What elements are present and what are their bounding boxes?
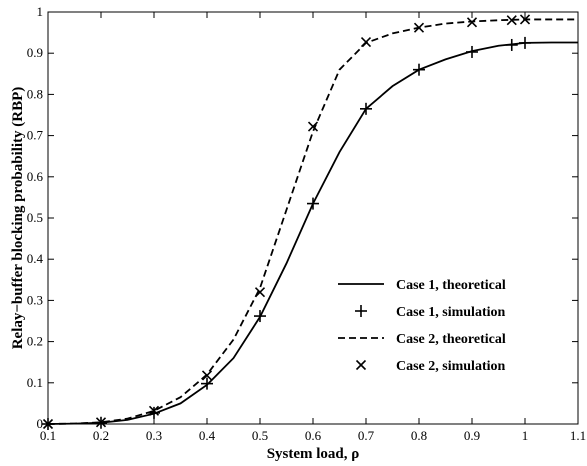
y-tick-label: 0.9: [27, 45, 43, 60]
series-4-point: [148, 405, 160, 416]
x-axis-label: System load, ρ: [267, 446, 360, 462]
series-2-point: [148, 406, 160, 419]
y-axis: 0 0.1 0.2 0.3 0.4 0.5 0.6 0.7 0.8 0.9 1: [27, 4, 578, 431]
y-tick-label: 0.3: [27, 292, 43, 307]
x-tick-label: 0.4: [199, 428, 216, 443]
series-2-point: [360, 102, 372, 115]
series-2-point: [201, 377, 213, 390]
y-tick-label: 0.5: [27, 210, 43, 225]
y-tick-label: 0.2: [27, 334, 43, 349]
x-axis: 0.1 0.2 0.3 0.4 0.5 0.6 0.7 0.8 0.9 1 1.1: [40, 12, 586, 443]
x-tick-label: 0.7: [358, 428, 375, 443]
series-4-point: [506, 15, 517, 26]
legend-entries: Case 1, theoretical Case 1, simulation Cas…: [338, 278, 506, 374]
legend-entry: Case 2, theoretical: [338, 332, 506, 347]
legend-swatch: [355, 305, 367, 317]
legend-box: [330, 268, 570, 384]
legend-label: Case 2, simulation: [396, 359, 506, 374]
series-4-point: [307, 121, 319, 132]
y-tick-label: 0.8: [27, 86, 43, 101]
series-4-point: [413, 22, 425, 33]
x-tick-label: 0.9: [464, 428, 480, 443]
legend: Case 1, theoretical Case 1, simulation Cas…: [330, 268, 570, 384]
y-tick-label: 0.4: [27, 251, 44, 266]
series-2-point: [307, 197, 319, 210]
legend-label: Case 1, theoretical: [396, 278, 506, 293]
series-2-point: [254, 310, 266, 323]
y-axis-label: Relay−buffer blocking probability (RBP): [10, 87, 26, 350]
x-tick-label: 0.1: [40, 428, 56, 443]
series-line-3: [47, 18, 578, 425]
legend-entry: Case 2, simulation: [355, 359, 506, 374]
plot-markers: [42, 14, 531, 430]
legend-entry: Case 1, simulation: [355, 305, 506, 320]
y-tick-label: 0.7: [27, 128, 44, 143]
series-4-point: [201, 370, 213, 381]
y-tick-label: 0: [37, 416, 44, 431]
legend-swatch: [355, 359, 367, 371]
series-2-point: [466, 45, 478, 58]
legend-label: Case 2, theoretical: [396, 332, 506, 347]
series-4-point: [254, 287, 266, 298]
series-4-point: [466, 17, 478, 28]
legend-label: Case 1, simulation: [396, 305, 506, 320]
series-4-point: [360, 37, 372, 48]
y-tick-label: 0.6: [27, 169, 44, 184]
series-2-point: [413, 63, 425, 76]
series-2-point: [505, 38, 518, 51]
x-tick-label: 0.3: [146, 428, 162, 443]
y-tick-label: 1: [37, 4, 44, 19]
x-tick-label: 0.5: [252, 428, 268, 443]
y-tick-label: 0.1: [27, 375, 43, 390]
x-tick-label: 1: [522, 428, 529, 443]
x-tick-label: 0.8: [411, 428, 427, 443]
series-4-point: [519, 14, 531, 25]
series-2-point: [519, 36, 531, 49]
x-tick-label: 0.2: [93, 428, 109, 443]
legend-entry: Case 1, theoretical: [338, 278, 506, 293]
x-tick-label: 0.6: [305, 428, 322, 443]
x-tick-label: 1.1: [570, 428, 586, 443]
